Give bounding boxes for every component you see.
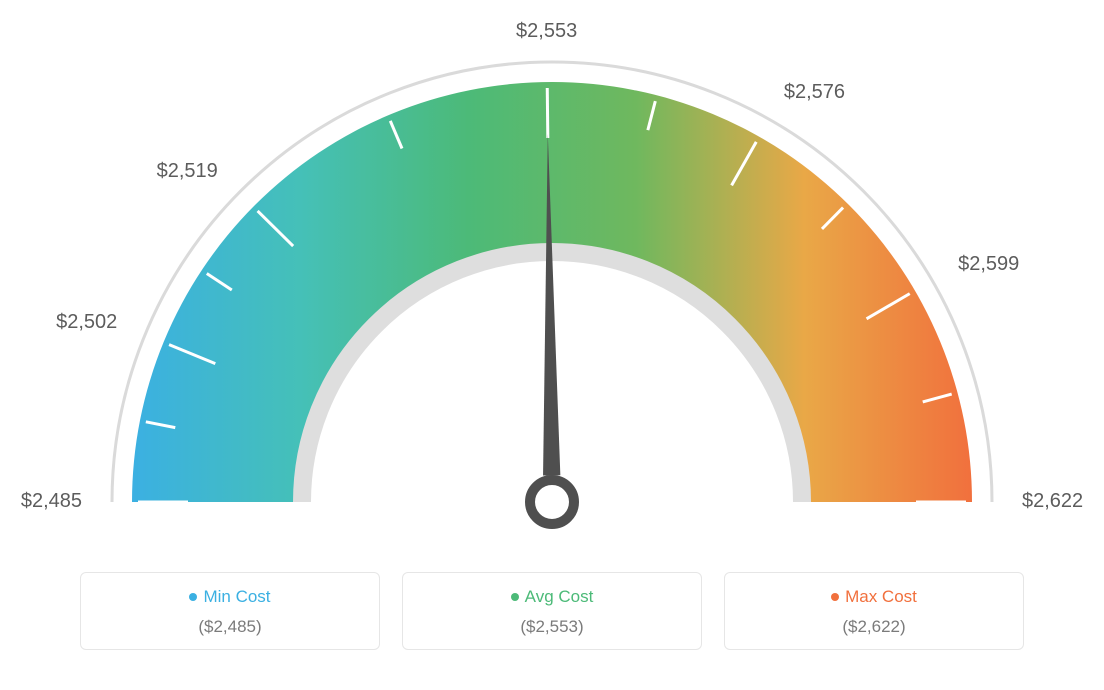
dot-icon <box>511 593 519 601</box>
legend-card-max: Max Cost ($2,622) <box>724 572 1024 650</box>
legend-min-value: ($2,485) <box>91 617 369 637</box>
legend-max-value: ($2,622) <box>735 617 1013 637</box>
legend-avg-title: Avg Cost <box>413 587 691 607</box>
legend-max-title-text: Max Cost <box>845 587 917 606</box>
dot-icon <box>189 593 197 601</box>
legend-avg-title-text: Avg Cost <box>525 587 594 606</box>
gauge-tick-label: $2,622 <box>1022 490 1083 513</box>
legend-card-min: Min Cost ($2,485) <box>80 572 380 650</box>
cost-gauge: $2,485 $2,502 $2,519 $2,553 $2,576 $2,599 $2,6… <box>0 0 1104 560</box>
gauge-tick-label: $2,485 <box>12 490 82 513</box>
dot-icon <box>831 593 839 601</box>
gauge-tick-label: $2,576 <box>784 81 845 104</box>
gauge-tick-label: $2,553 <box>507 20 587 43</box>
legend-min-title: Min Cost <box>91 587 369 607</box>
legend-row: Min Cost ($2,485) Avg Cost ($2,553) Max … <box>0 572 1104 650</box>
gauge-tick-label: $2,599 <box>958 253 1019 276</box>
gauge-tick-label: $2,502 <box>47 311 117 334</box>
legend-avg-value: ($2,553) <box>413 617 691 637</box>
legend-max-title: Max Cost <box>735 587 1013 607</box>
legend-card-avg: Avg Cost ($2,553) <box>402 572 702 650</box>
legend-min-title-text: Min Cost <box>203 587 270 606</box>
gauge-tick-label: $2,519 <box>148 160 218 183</box>
